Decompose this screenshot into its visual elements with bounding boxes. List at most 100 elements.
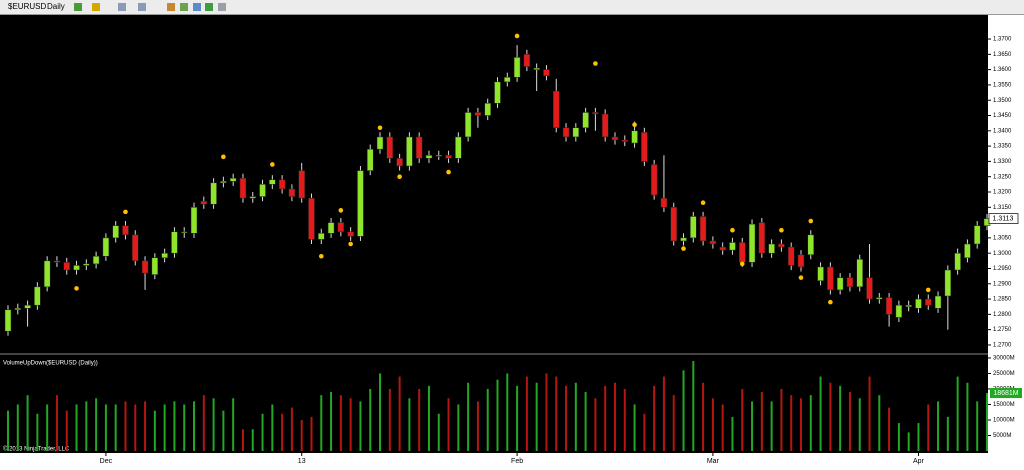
- candle-body: [836, 277, 844, 291]
- volume-bar: [888, 407, 891, 451]
- candle-body: [552, 90, 560, 128]
- indicator-title: VolumeUpDown($EURUSD (Daily)): [3, 361, 98, 367]
- candle-body: [63, 262, 70, 271]
- y-tick-label: 1.3150: [993, 205, 1012, 211]
- volume-bar: [320, 395, 323, 451]
- fractal-marker: [739, 261, 745, 267]
- print-icon[interactable]: [218, 3, 226, 11]
- candle-body: [83, 263, 90, 266]
- volume-bar: [476, 401, 479, 451]
- candle-body: [513, 57, 521, 78]
- interval[interactable]: Daily: [47, 2, 65, 11]
- y-tick-label: 1.3300: [993, 159, 1012, 165]
- volume-bar: [26, 395, 29, 451]
- strategies-icon[interactable]: [193, 3, 201, 11]
- candle-body: [239, 177, 247, 199]
- y-tick-label: 1.3500: [993, 98, 1012, 104]
- y-tick-label: 1.3550: [993, 82, 1012, 88]
- y-tick-label: 5000M: [993, 433, 1011, 439]
- volume-bar: [36, 413, 39, 451]
- last-volume-label: 18681M: [993, 390, 1018, 397]
- candle-body: [758, 222, 766, 254]
- data-icon[interactable]: [205, 3, 213, 11]
- volume-bar: [819, 376, 822, 451]
- volume-bar: [506, 373, 509, 451]
- candle-body: [278, 179, 286, 190]
- candle-body: [53, 260, 61, 263]
- volume-bar: [144, 401, 147, 451]
- volume-bar: [359, 401, 362, 451]
- volume-bar: [868, 376, 871, 451]
- volume-bar: [349, 398, 352, 451]
- x-tick-label: 13: [298, 458, 306, 465]
- volume-bar: [525, 376, 528, 451]
- fractal-marker: [730, 227, 735, 233]
- fractal-marker: [377, 125, 383, 131]
- candle-body: [690, 216, 697, 239]
- volume-bar: [643, 413, 646, 451]
- candle-body: [171, 231, 178, 254]
- candle-body: [660, 197, 668, 208]
- y-tick-label: 1.2750: [993, 327, 1012, 333]
- fractal-marker: [828, 299, 833, 305]
- volume-bar: [65, 410, 68, 451]
- candle-body: [827, 266, 834, 291]
- volume-bar: [437, 413, 440, 451]
- draw-icon[interactable]: [92, 3, 100, 11]
- candle-body: [445, 155, 452, 159]
- y-tick-label: 1.2850: [993, 297, 1012, 303]
- volume-bar: [946, 416, 949, 451]
- candle-body: [161, 252, 168, 259]
- properties-icon[interactable]: [167, 3, 175, 11]
- fractal-marker: [318, 253, 324, 259]
- volume-bar: [790, 395, 793, 451]
- candle-body: [180, 231, 188, 234]
- volume-bar: [702, 382, 705, 451]
- y-tick-label: 1.3050: [993, 235, 1012, 241]
- candle-body: [572, 127, 580, 138]
- volume-bar: [711, 398, 714, 451]
- candle-body: [435, 155, 443, 157]
- volume-bar: [330, 392, 333, 451]
- volume-bar: [516, 385, 519, 451]
- candle-body: [895, 304, 903, 318]
- candle-body: [885, 297, 893, 315]
- fractal-marker: [446, 169, 451, 175]
- volume-bar: [751, 401, 754, 451]
- candle-body: [141, 260, 149, 274]
- fractal-marker: [397, 174, 402, 179]
- volume-bar: [956, 376, 959, 451]
- zoom-icon[interactable]: [138, 3, 146, 11]
- candle-body: [817, 266, 824, 281]
- candle-body: [396, 158, 403, 167]
- candle-body: [631, 130, 638, 144]
- symbol[interactable]: $EURUSD: [8, 2, 47, 11]
- volume-bar: [134, 404, 137, 451]
- chart: VolumeUpDown($EURUSD (Daily)) © 2013 Nin…: [0, 15, 1024, 470]
- candle-body: [464, 112, 472, 138]
- y-tick-label: 1.2800: [993, 312, 1012, 318]
- indicators-icon[interactable]: [180, 3, 188, 11]
- candle-body: [543, 69, 550, 76]
- volume-bar: [829, 382, 832, 451]
- candle-body: [807, 234, 815, 255]
- volume-bar: [565, 385, 568, 451]
- volume-bar: [633, 404, 636, 451]
- candle-body: [406, 136, 413, 167]
- y-tick-label: 1.2950: [993, 266, 1012, 272]
- candle-body: [337, 222, 345, 233]
- volume-bar: [770, 401, 773, 451]
- last-price-tag: [988, 213, 1019, 224]
- candle-body: [650, 164, 658, 196]
- candle-body: [582, 112, 589, 128]
- volume-bar: [193, 401, 196, 451]
- volume-bar: [496, 379, 499, 451]
- candle-body: [973, 225, 981, 245]
- volume-bar: [986, 393, 988, 451]
- volume-bar: [339, 395, 342, 451]
- chart-style-icon[interactable]: [74, 3, 82, 11]
- candle-body: [670, 207, 677, 242]
- fractal-marker: [348, 241, 353, 247]
- cursor-icon[interactable]: [118, 3, 126, 11]
- candle-body: [523, 54, 531, 67]
